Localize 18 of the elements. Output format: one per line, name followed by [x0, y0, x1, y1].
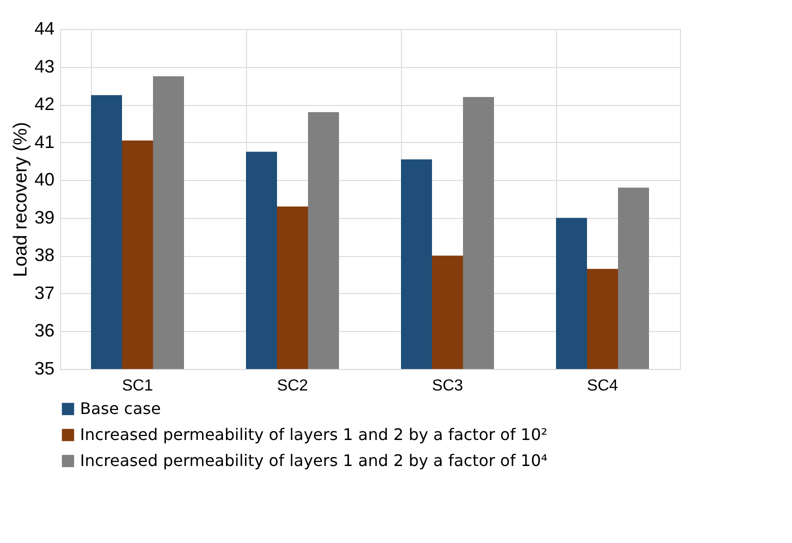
y-tick-label: 38	[34, 245, 54, 266]
y-tick-label: 43	[34, 56, 54, 76]
y-tick-label: 44	[34, 18, 54, 38]
y-tick-label: 39	[34, 207, 54, 228]
y-tick-label: 36	[34, 320, 54, 341]
y-tick-label: 40	[34, 170, 54, 190]
x-tick-label: SC3	[432, 378, 464, 394]
x-tick-label: SC2	[276, 378, 308, 394]
y-axis-title: Load recovery (%)	[10, 122, 32, 278]
legend-label: Base case	[80, 399, 161, 418]
x-tick-label: SC4	[586, 378, 618, 394]
legend-label: Increased permeability of layers 1 and 2 by a factor of 10⁴	[80, 451, 548, 470]
legend-label: Increased permeability of layers 1 and 2 by a factor of 10²	[80, 425, 548, 444]
y-tick-label: 42	[34, 94, 54, 114]
y-tick-label: 41	[34, 132, 54, 152]
y-tick-label: 35	[34, 358, 54, 378]
x-tick-label: SC1	[122, 378, 154, 394]
y-tick-label: 37	[34, 282, 54, 303]
